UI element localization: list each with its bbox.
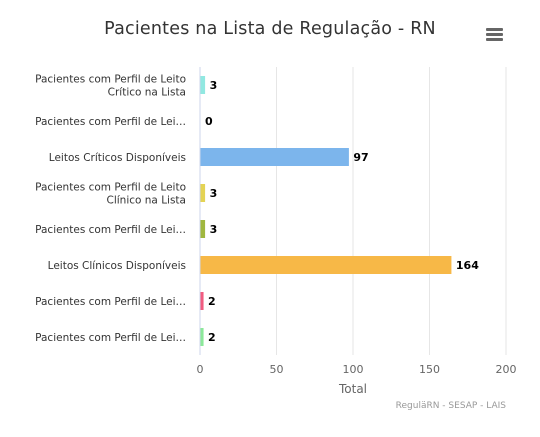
bar[interactable] — [200, 184, 206, 202]
hamburger-menu-icon[interactable] — [482, 24, 508, 46]
chart-title: Pacientes na Lista de Regulação - RN — [104, 19, 436, 39]
data-label: 3 — [210, 79, 218, 92]
data-label: 3 — [210, 223, 218, 236]
x-tick-label: 100 — [343, 363, 364, 376]
data-label: 2 — [208, 331, 216, 344]
bar[interactable] — [200, 256, 452, 274]
x-axis-title: Total — [338, 382, 367, 396]
x-tick-label: 0 — [197, 363, 204, 376]
credits-link[interactable]: ReguläRN - SESAP - LAIS — [395, 401, 506, 411]
x-tick-label: 50 — [270, 363, 284, 376]
bar[interactable] — [200, 328, 204, 346]
y-category-label: Pacientes com Perfil de Lei… — [35, 332, 186, 344]
bar[interactable] — [200, 76, 206, 94]
data-label: 3 — [210, 187, 218, 200]
bar[interactable] — [200, 292, 204, 310]
data-label: 97 — [353, 151, 368, 164]
y-category-label: Leitos Críticos Disponíveis — [49, 152, 186, 164]
bar[interactable] — [200, 220, 206, 238]
y-category-label: Pacientes com Perfil de Leito Crítico na … — [35, 74, 186, 99]
data-label: 2 — [208, 295, 216, 308]
bar[interactable] — [200, 148, 349, 166]
data-label: 164 — [456, 259, 479, 272]
y-category-label: Leitos Clínicos Disponíveis — [48, 260, 186, 272]
data-label: 0 — [205, 115, 213, 128]
y-category-label: Pacientes com Perfil de Lei… — [35, 296, 186, 308]
x-tick-label: 150 — [419, 363, 440, 376]
y-category-label: Pacientes com Perfil de Lei… — [35, 224, 186, 236]
y-category-label: Pacientes com Perfil de Lei… — [35, 116, 186, 128]
x-tick-label: 200 — [496, 363, 517, 376]
y-category-label: Pacientes com Perfil de Leito Clínico na … — [35, 182, 186, 207]
